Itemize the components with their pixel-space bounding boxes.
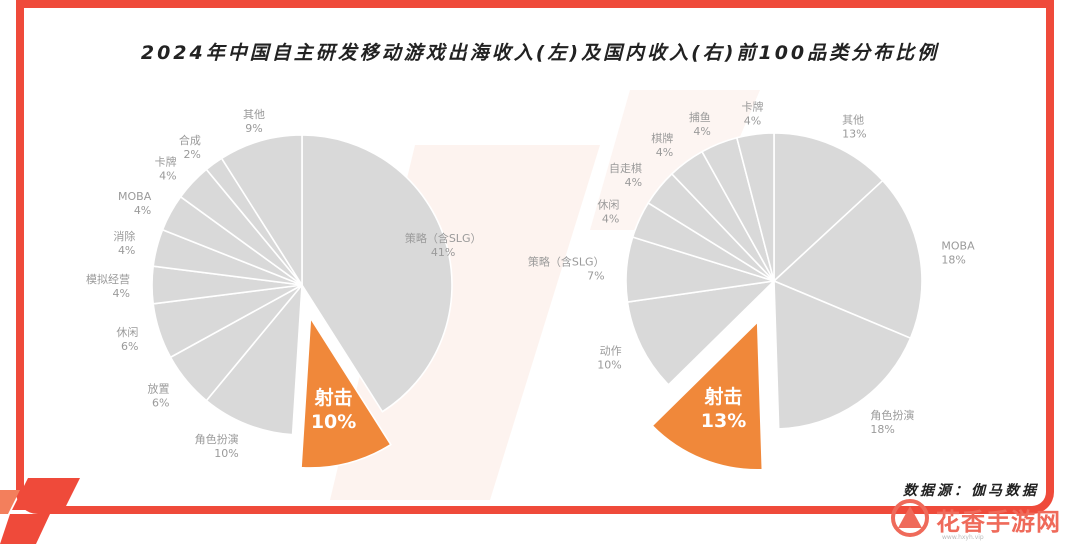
pie-slice xyxy=(773,132,884,283)
slice-label: 消除 xyxy=(113,229,135,243)
slice-value: 6% xyxy=(121,340,138,353)
watermark-logo-icon xyxy=(891,499,929,537)
pie-slice xyxy=(301,134,453,413)
pie-slice xyxy=(773,279,912,430)
slice-label: 策略（含SLG） xyxy=(405,231,482,245)
watermark-sub: www.hxyh.vip xyxy=(942,534,984,541)
slice-label: 角色扮演 xyxy=(195,432,239,446)
slice-value: 4% xyxy=(693,125,710,138)
slice-label: 捕鱼 xyxy=(689,110,711,124)
slice-value: 18% xyxy=(941,253,965,266)
slice-value: 4% xyxy=(134,204,151,217)
frame-top-bar xyxy=(16,0,1054,8)
slice-value: 9% xyxy=(245,122,262,135)
slice-value: 4% xyxy=(113,287,130,300)
slice-label: MOBA xyxy=(118,190,152,203)
slice-label: 放置 xyxy=(147,382,169,396)
slice-label: 模拟经营 xyxy=(86,272,130,286)
slice-value: 13% xyxy=(842,127,866,140)
pie-slice xyxy=(651,319,764,471)
pie-slice xyxy=(735,132,775,282)
slice-value: 18% xyxy=(870,423,894,436)
slice-label: 策略（含SLG） xyxy=(528,255,605,269)
pie-slice xyxy=(772,179,923,340)
slice-value: 4% xyxy=(602,212,619,225)
chart-title: 2024年中国自主研发移动游戏出海收入(左)及国内收入(右)前100品类分布比例 xyxy=(140,42,940,64)
watermark-text: 花香手游网 xyxy=(936,508,1061,536)
slice-value: 4% xyxy=(656,146,673,159)
slice-label: 卡牌 xyxy=(741,99,763,113)
decor-shape-2 xyxy=(590,90,760,230)
slice-value: 7% xyxy=(587,270,604,283)
slice-label: 卡牌 xyxy=(155,154,177,168)
slice-value: 10% xyxy=(214,447,238,460)
slice-label: 休闲 xyxy=(116,325,138,339)
slice-value: 13% xyxy=(701,410,746,432)
slice-value: 4% xyxy=(118,244,135,257)
slice-value: 4% xyxy=(625,176,642,189)
frame-border xyxy=(16,0,1054,514)
slice-label: MOBA xyxy=(941,239,975,252)
slice-value: 4% xyxy=(159,169,176,182)
source-note: 数据源：伽马数据 xyxy=(903,483,1039,499)
slice-label: 自走棋 xyxy=(609,161,642,175)
slice-value: 10% xyxy=(597,358,621,371)
slice-label: 其他 xyxy=(243,108,265,121)
pie-slice xyxy=(205,282,303,436)
slice-label: 棋牌 xyxy=(651,131,673,145)
slice-label: 合成 xyxy=(179,133,201,147)
pie-slice xyxy=(220,134,303,288)
slice-label: 角色扮演 xyxy=(870,408,914,422)
slice-label: 休闲 xyxy=(597,197,619,211)
watermark: 花香手游网 www.hxyh.vip xyxy=(888,496,1068,541)
pie-slice xyxy=(300,315,392,469)
slice-label: 射击 xyxy=(314,386,353,409)
slice-label: 动作 xyxy=(600,344,622,357)
slice-value: 41% xyxy=(431,246,455,259)
pie-slice xyxy=(626,279,777,386)
slice-value: 6% xyxy=(152,397,169,410)
pie-left: 策略（含SLG）41%射击10%角色扮演10%放置6%休闲6%模拟经营4%消除4… xyxy=(86,108,482,469)
slice-label: 射击 xyxy=(704,385,743,408)
slice-value: 4% xyxy=(744,114,761,127)
slice-label: 其他 xyxy=(842,113,864,126)
slice-value: 2% xyxy=(183,148,200,161)
brand-logo-icon xyxy=(0,478,80,544)
pie-right: 其他13%MOBA18%角色扮演18%射击13%动作10%策略（含SLG）7%休… xyxy=(528,99,975,471)
slice-value: 10% xyxy=(311,411,356,433)
